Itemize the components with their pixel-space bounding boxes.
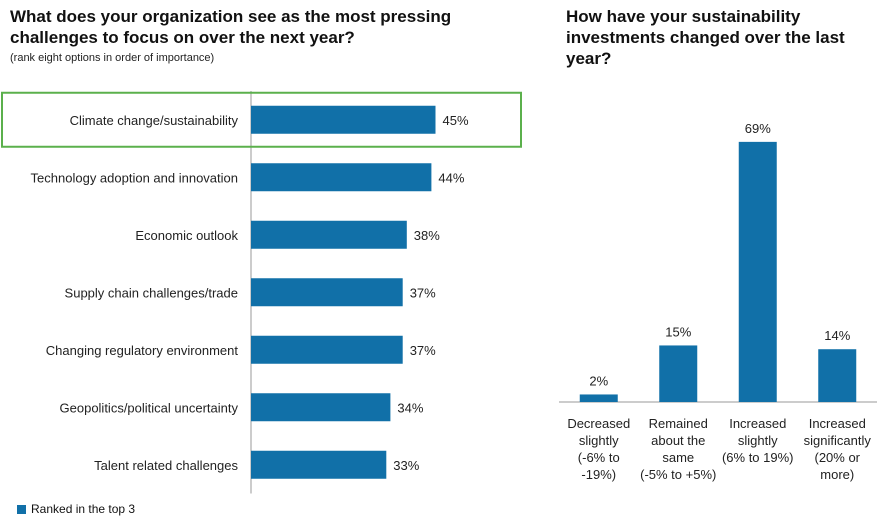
highlight-box [1,91,522,148]
column-bar [659,345,698,402]
bar [251,393,391,422]
column-category-label: Remained [649,416,708,431]
column-category-label: slightly [579,433,619,448]
bar-category-label: Geopolitics/political uncertainty [60,400,239,415]
column-value-label: 69% [745,121,771,136]
bar [251,450,387,479]
column-category-label: same [662,450,694,465]
bar-value-label: 44% [438,170,464,185]
left-chart-subtitle: (rank eight options in order of importan… [10,52,215,64]
bar [251,220,407,249]
bar-value-label: 45% [443,113,469,128]
column-category-label: Increased [809,416,866,431]
column-value-label: 15% [665,324,691,339]
column-category-label: more) [820,467,854,482]
right-chart-title: How have your sustainability investments… [566,7,845,68]
legend-swatch [17,504,26,514]
column-value-label: 2% [589,373,608,388]
column-category-label: (-6% to [578,450,620,465]
bar-value-label: 37% [410,343,436,358]
column-category-label: (-5% to +5%) [640,467,716,482]
bar-value-label: 34% [397,400,423,415]
column-category-label: Increased [729,416,786,431]
column-value-label: 14% [824,328,850,343]
bar-value-label: 33% [393,458,419,473]
column-bar [818,349,857,402]
bar-category-label: Technology adoption and innovation [31,170,238,185]
left-chart-title: What does your organization see as the m… [10,7,452,47]
column-category-label: significantly [804,433,872,448]
bar [251,163,432,192]
column-category-label: slightly [738,433,778,448]
column-category-label: about the [651,433,705,448]
bar-category-label: Economic outlook [135,228,238,243]
bar-category-label: Supply chain challenges/trade [65,285,238,300]
legend-label: Ranked in the top 3 [31,502,136,516]
bar [251,105,436,134]
column-category-label: (20% or [814,450,860,465]
column-bar [738,141,777,402]
bar-value-label: 37% [410,285,436,300]
column-category-label: -19%) [581,467,616,482]
column-bar [579,394,618,402]
bar-category-label: Climate change/sustainability [70,113,239,128]
bar [251,278,403,307]
column-category-label: Decreased [567,416,630,431]
bar-category-label: Changing regulatory environment [46,343,239,358]
column-category-label: (6% to 19%) [722,450,794,465]
bar-value-label: 38% [414,228,440,243]
bar [251,335,403,364]
bar-category-label: Talent related challenges [94,458,238,473]
legend: Ranked in the top 3 [17,502,135,516]
